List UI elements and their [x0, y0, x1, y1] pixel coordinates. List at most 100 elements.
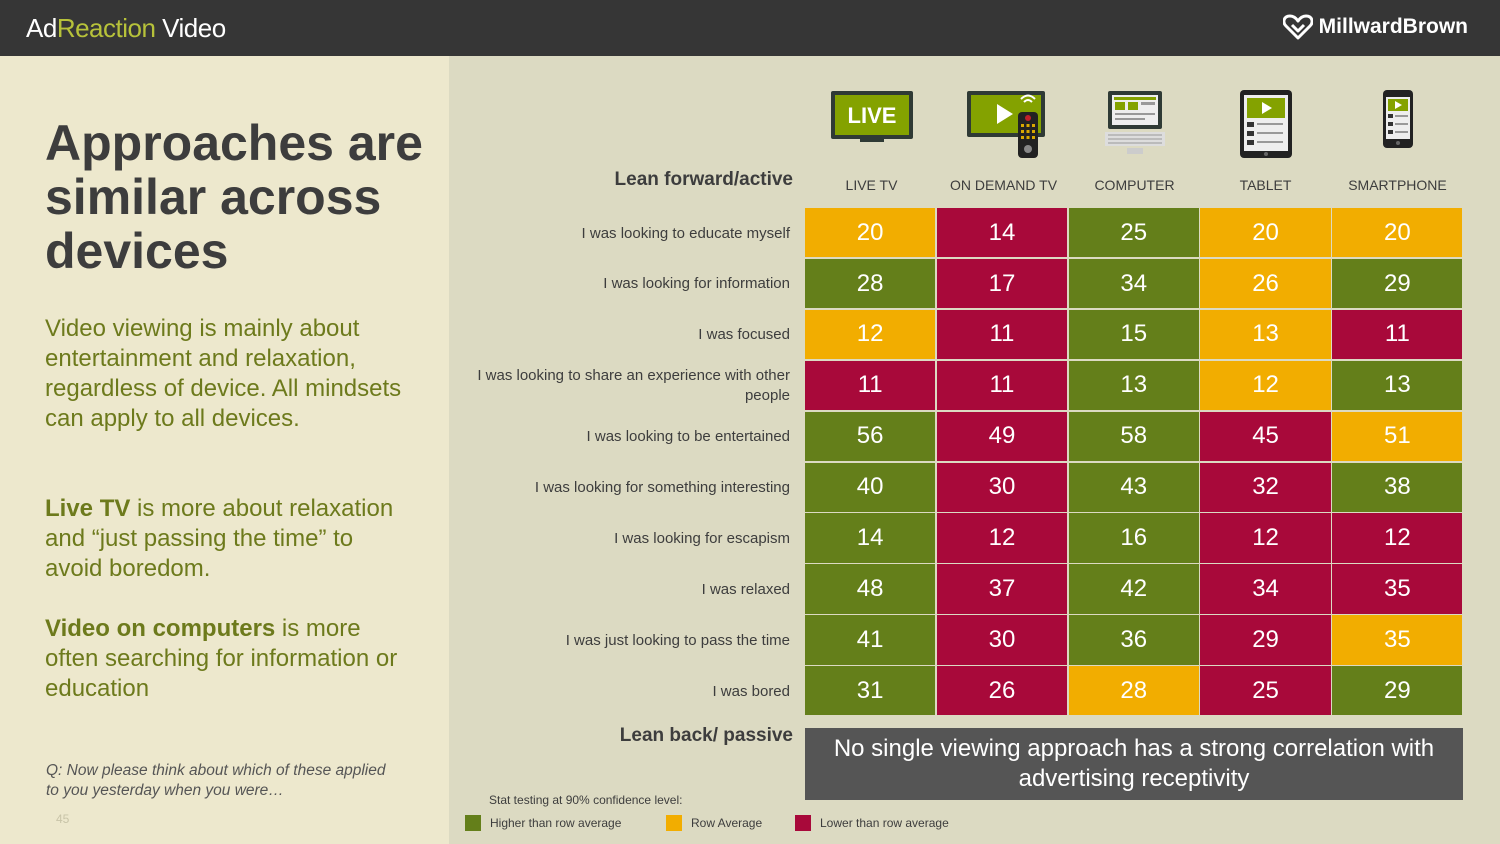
heatmap-cell: 14 [936, 208, 1068, 258]
heatmap-cell: 13 [1200, 309, 1331, 360]
column-header-live-tv: LIVE TV [845, 177, 898, 193]
column-header-computer: COMPUTER [1094, 177, 1175, 193]
heatmap-cell: 25 [1200, 666, 1331, 716]
summary-paragraph: Video viewing is mainly about entertainm… [45, 315, 402, 432]
heatmap-cell: 29 [1332, 258, 1463, 309]
heatmap-cell: 25 [1068, 208, 1199, 258]
on-demand-tv-icon [967, 91, 1045, 158]
heatmap-cell: 28 [1068, 666, 1199, 716]
heatmap-cell: 30 [936, 615, 1068, 665]
legend-label-average: Row Average [691, 816, 763, 830]
heatmap-cell: 38 [1332, 462, 1463, 512]
page-title: Approaches are similar across devices [45, 115, 423, 279]
heatmap-cell: 12 [936, 513, 1068, 563]
row-label: I was looking for information [470, 259, 790, 310]
millward-brown-logo: MillwardBrown [1282, 14, 1468, 40]
heatmap-cell: 40 [805, 462, 936, 512]
heatmap-cell: 26 [1200, 258, 1331, 309]
heatmap-cell: 15 [1068, 309, 1199, 360]
column-header-smartphone: SMARTPHONE [1348, 177, 1447, 193]
smartphone-icon [1383, 90, 1413, 148]
row-label-text: I was looking for escapism [614, 529, 790, 547]
heatmap-cell: 11 [1332, 309, 1463, 360]
live-tv-icon: LIVE [831, 91, 913, 142]
column-header-tablet: TABLET [1239, 177, 1292, 193]
live-tv-emphasis: Live TV [45, 495, 131, 522]
live-tv-text: is more about relaxation and “just passi… [45, 495, 394, 582]
heatmap-cell: 42 [1068, 564, 1199, 614]
heatmap-cell: 20 [1332, 208, 1463, 258]
stat-testing-note: Stat testing at 90% confidence level: [489, 793, 683, 807]
left-panel: Approaches are similar across devices Vi… [0, 56, 449, 844]
heatmap-cell: 12 [1200, 513, 1331, 563]
computer-emphasis: Video on computers [45, 615, 276, 642]
heatmap-cell: 48 [805, 564, 936, 614]
row-label: I was looking to be entertained [470, 412, 790, 463]
heatmap-cell: 45 [1200, 411, 1331, 461]
live-tv-paragraph: Live TV is more about relaxation and “ju… [45, 494, 415, 584]
heatmap-cell: 49 [936, 411, 1068, 461]
legend-label-lower: Lower than row average [820, 816, 949, 830]
live-badge-text: LIVE [848, 103, 897, 128]
heatmap-cell: 12 [1200, 360, 1331, 411]
heatmap-cell: 14 [805, 513, 936, 563]
column-header-on-demand-tv: ON DEMAND TV [949, 177, 1058, 193]
row-label: I was looking for escapism [470, 513, 790, 564]
row-label-text: I was looking for information [603, 275, 790, 293]
legend-swatch-higher [465, 815, 481, 831]
computer-icon [1105, 91, 1165, 154]
heatmap-cell: 31 [805, 666, 936, 716]
row-label-text: I was just looking to pass the time [565, 631, 790, 649]
heatmap-cell: 36 [1068, 615, 1199, 665]
heatmap-cell: 30 [936, 462, 1068, 512]
row-label-text: I was bored [712, 682, 790, 700]
legend-item-higher: Higher than row average [465, 815, 621, 831]
heatmap-cell: 11 [936, 360, 1068, 411]
heatmap-cell: 20 [1200, 208, 1331, 258]
brand-title: AdReaction Video [26, 13, 226, 43]
heatmap-cell: 28 [805, 258, 936, 309]
survey-question: Q: Now please think about which of these… [46, 762, 386, 799]
legend-item-lower: Lower than row average [795, 815, 949, 831]
heatmap-cell: 34 [1068, 258, 1199, 309]
heatmap-cell: 58 [1068, 411, 1199, 461]
heatmap-cell: 12 [805, 309, 936, 360]
heatmap-cell: 11 [936, 309, 1068, 360]
legend-item-average: Row Average [666, 815, 762, 831]
legend-swatch-lower [795, 815, 811, 831]
computer-paragraph: Video on computers is more often searchi… [45, 614, 415, 704]
heatmap-cell: 13 [1068, 360, 1199, 411]
logo-text: MillwardBrown [1318, 15, 1468, 38]
row-label-text: I was looking for something interesting [534, 479, 790, 496]
heatmap-grid: 20 14 25 20 20 28 17 34 26 29 12 11 15 13 11 11 11 13 12 13… [805, 208, 1464, 717]
heatmap-cell: 34 [1200, 564, 1331, 614]
heatmap-cell: 43 [1068, 462, 1199, 512]
row-label-text: I was looking to be entertained [586, 428, 790, 446]
row-label: I was just looking to pass the time [470, 615, 790, 666]
row-label: I was focused [470, 310, 790, 361]
conclusion-banner: No single viewing approach has a strong … [805, 728, 1463, 800]
page-number: 45 [56, 812, 70, 826]
row-label-text: I was looking to educate myself [581, 224, 790, 242]
lean-forward-label: Lean forward/active [614, 169, 793, 190]
heatmap-cell: 11 [805, 360, 936, 411]
row-label: I was bored [470, 666, 790, 717]
computer-text: is more often searching for information … [45, 615, 398, 702]
legend-label-higher: Higher than row average [490, 816, 622, 830]
heatmap-cell: 12 [1332, 513, 1463, 563]
heatmap-cell: 29 [1332, 666, 1463, 716]
heatmap-cell: 17 [936, 258, 1068, 309]
row-label-text: I was looking to share an experience wit… [477, 367, 790, 405]
legend-swatch-average [666, 815, 682, 831]
heatmap-cell: 20 [805, 208, 936, 258]
heatmap-cell: 35 [1332, 615, 1463, 665]
heatmap-cell: 26 [936, 666, 1068, 716]
heart-logo-icon [1282, 14, 1313, 40]
top-bar: AdReaction Video MillwardBrown [0, 0, 1500, 56]
heatmap-cell: 51 [1332, 411, 1463, 461]
heatmap-cell: 32 [1200, 462, 1331, 512]
row-label-text: I was relaxed [701, 580, 790, 598]
row-label: I was relaxed [470, 564, 790, 615]
row-label: I was looking to educate myself [470, 208, 790, 259]
tablet-icon [1240, 90, 1292, 158]
